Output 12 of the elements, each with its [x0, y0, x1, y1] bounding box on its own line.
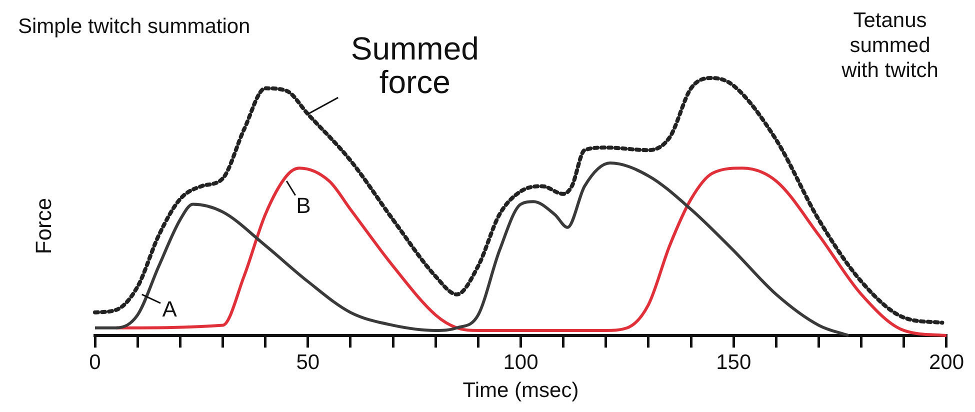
x-tick-label: 200 — [928, 350, 964, 374]
annotation: Summed force — [350, 30, 479, 100]
x-tick-label: 50 — [296, 350, 320, 374]
x-tick-label: 150 — [716, 350, 752, 374]
text: Simple twitch summation — [18, 14, 252, 39]
x-tick-label: 100 — [503, 350, 538, 374]
annotation: A — [162, 296, 178, 322]
x-axis-title: Time (msec) — [462, 379, 579, 402]
x-tick-label: 0 — [89, 350, 101, 374]
annotation: Tetanus summed with twitch — [840, 8, 940, 83]
annotation: B — [296, 193, 311, 218]
y-axis-title: Force — [31, 198, 58, 254]
